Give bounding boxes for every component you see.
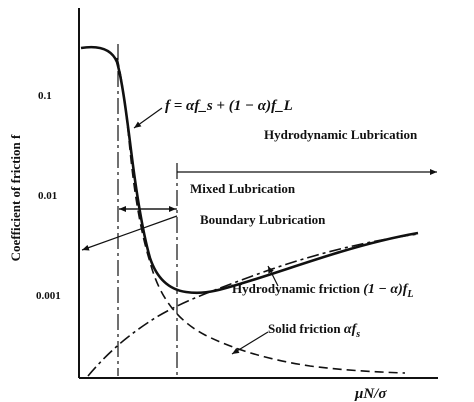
hydro-friction-leader bbox=[267, 265, 279, 287]
boundary-lubrication-label: Boundary Lubrication bbox=[200, 212, 326, 227]
total-leader bbox=[133, 107, 163, 129]
hydro-friction-sub: L bbox=[406, 289, 413, 300]
x-axis-label: μN/σ bbox=[354, 386, 387, 402]
y-tick-label: 0.01 bbox=[38, 190, 57, 202]
solid-friction-sub: s bbox=[355, 329, 360, 340]
y-tick-label: 0.1 bbox=[38, 90, 52, 102]
region-lines bbox=[81, 44, 437, 376]
hydro-friction-math: (1 − α)f bbox=[363, 282, 409, 297]
axes bbox=[78, 8, 438, 379]
hydro-friction-text: Hydrodynamic friction bbox=[232, 281, 363, 296]
y-tick-label: 0.001 bbox=[36, 290, 61, 302]
boundary-arrow bbox=[81, 215, 178, 251]
hydrodynamic-lubrication-label: Hydrodynamic Lubrication bbox=[264, 127, 418, 142]
solid-friction-text: Solid friction bbox=[268, 321, 344, 336]
mixed-lubrication-label: Mixed Lubrication bbox=[190, 181, 296, 196]
solid-friction-math: αf bbox=[344, 322, 358, 337]
hydrodynamic-friction-label: Hydrodynamic friction (1 − α)fL bbox=[232, 281, 414, 300]
annotation-leaders bbox=[133, 107, 279, 355]
total-formula-label: f = αf_s + (1 − α)f_L bbox=[165, 98, 293, 114]
y-axis-label: Coefficient of friction f bbox=[8, 134, 23, 261]
solid-friction-label: Solid friction αfs bbox=[268, 321, 360, 340]
solid-friction-leader bbox=[231, 331, 269, 355]
hydrodynamic-friction-curve bbox=[87, 233, 419, 377]
